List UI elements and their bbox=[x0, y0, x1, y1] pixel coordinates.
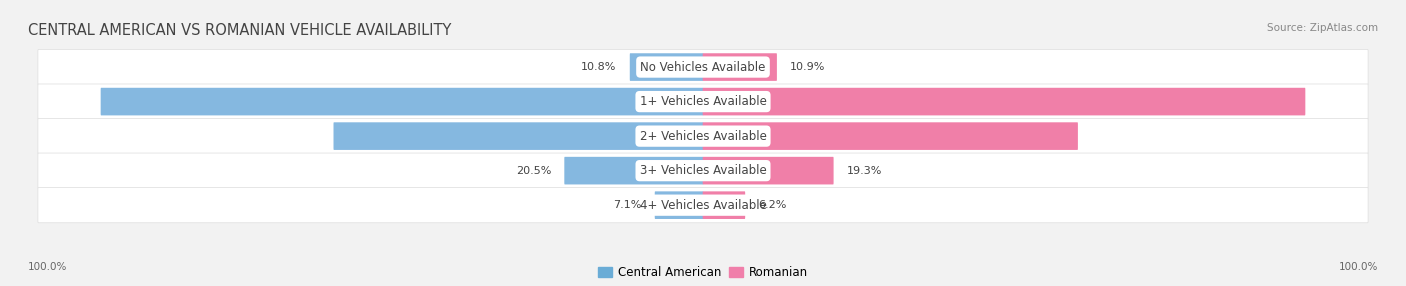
Text: 54.7%: 54.7% bbox=[55, 131, 94, 141]
FancyBboxPatch shape bbox=[630, 53, 703, 81]
Text: 10.8%: 10.8% bbox=[581, 62, 617, 72]
Text: 20.5%: 20.5% bbox=[516, 166, 551, 176]
Text: Source: ZipAtlas.com: Source: ZipAtlas.com bbox=[1267, 23, 1378, 33]
Text: 100.0%: 100.0% bbox=[1339, 262, 1378, 272]
FancyBboxPatch shape bbox=[703, 191, 745, 219]
FancyBboxPatch shape bbox=[38, 49, 1368, 85]
FancyBboxPatch shape bbox=[703, 88, 1305, 116]
Text: 55.5%: 55.5% bbox=[1313, 131, 1351, 141]
Text: 2+ Vehicles Available: 2+ Vehicles Available bbox=[640, 130, 766, 143]
Text: 89.2%: 89.2% bbox=[55, 97, 94, 107]
FancyBboxPatch shape bbox=[38, 188, 1368, 223]
FancyBboxPatch shape bbox=[38, 84, 1368, 119]
Text: 3+ Vehicles Available: 3+ Vehicles Available bbox=[640, 164, 766, 177]
Text: 100.0%: 100.0% bbox=[28, 262, 67, 272]
Text: 19.3%: 19.3% bbox=[846, 166, 882, 176]
Text: 7.1%: 7.1% bbox=[613, 200, 641, 210]
Text: 89.2%: 89.2% bbox=[1312, 97, 1351, 107]
Text: CENTRAL AMERICAN VS ROMANIAN VEHICLE AVAILABILITY: CENTRAL AMERICAN VS ROMANIAN VEHICLE AVA… bbox=[28, 23, 451, 38]
FancyBboxPatch shape bbox=[38, 118, 1368, 154]
FancyBboxPatch shape bbox=[101, 88, 703, 116]
Text: 10.9%: 10.9% bbox=[790, 62, 825, 72]
FancyBboxPatch shape bbox=[703, 53, 778, 81]
Text: 6.2%: 6.2% bbox=[758, 200, 787, 210]
Text: 4+ Vehicles Available: 4+ Vehicles Available bbox=[640, 199, 766, 212]
FancyBboxPatch shape bbox=[703, 122, 1078, 150]
Legend: Central American, Romanian: Central American, Romanian bbox=[595, 262, 811, 282]
FancyBboxPatch shape bbox=[333, 122, 703, 150]
Text: No Vehicles Available: No Vehicles Available bbox=[640, 61, 766, 74]
FancyBboxPatch shape bbox=[38, 153, 1368, 188]
FancyBboxPatch shape bbox=[655, 191, 703, 219]
Text: 1+ Vehicles Available: 1+ Vehicles Available bbox=[640, 95, 766, 108]
FancyBboxPatch shape bbox=[564, 157, 703, 184]
FancyBboxPatch shape bbox=[703, 157, 834, 184]
